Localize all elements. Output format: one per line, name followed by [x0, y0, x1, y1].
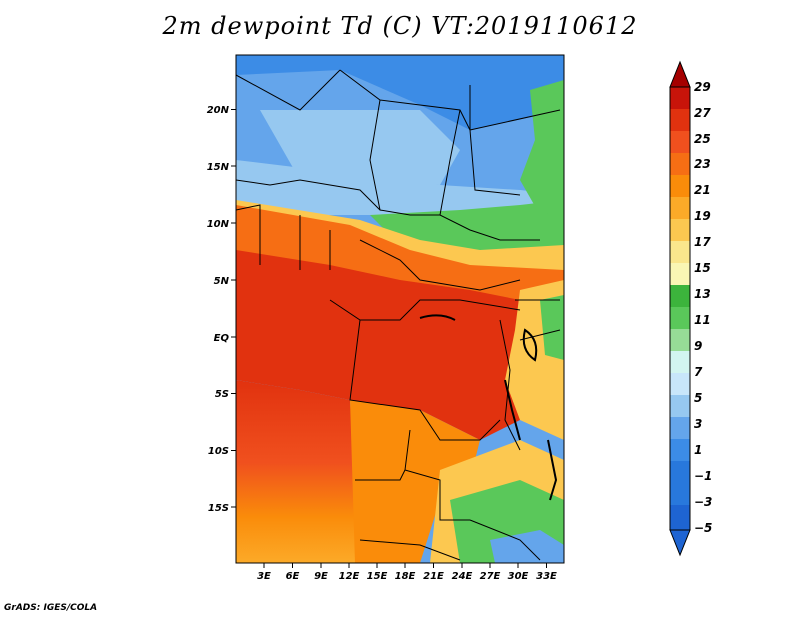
colorbar-swatch [670, 351, 690, 373]
colorbar-label: 7 [694, 365, 703, 379]
lat-tick-label: 5S [215, 389, 229, 400]
lon-tick-label: 9E [314, 571, 328, 582]
colorbar-label: 29 [694, 80, 711, 94]
colorbar-swatch [670, 483, 690, 505]
colorbar-swatch [670, 219, 690, 241]
colorbar-swatch [670, 197, 690, 219]
lon-tick-label: 15E [367, 571, 388, 582]
colorbar-swatch [670, 373, 690, 395]
colorbar-label: 11 [694, 313, 711, 327]
colorbar-label: 9 [694, 339, 702, 353]
colorbar-label: 15 [694, 261, 711, 275]
colorbar-label: 5 [694, 391, 702, 405]
dewpoint-field-kenya [540, 295, 564, 360]
colorbar-swatch [670, 417, 690, 439]
dewpoint-field-nile [520, 80, 564, 215]
lat-tick-label: 15N [207, 162, 230, 173]
colorbar-swatch [670, 263, 690, 285]
colorbar-label: −1 [694, 469, 712, 483]
lon-tick-label: 33E [536, 571, 557, 582]
colorbar-swatch [670, 153, 690, 175]
colorbar-swatch [670, 285, 690, 307]
colorbar-bottom-arrow [669, 529, 691, 557]
longitude-axis: 3E 6E 9E 12E 15E 18E 21E 24E 27E 30E 33E [257, 563, 557, 582]
map-title: 2m dewpoint Td (C) VT:2019110612 [162, 12, 638, 40]
lon-tick-label: 3E [257, 571, 271, 582]
lakes [419, 314, 558, 501]
latitude-axis: 20N 15N 10N 5N EQ 5S 10S 15S [207, 105, 236, 514]
colorbar-swatch [670, 307, 690, 329]
colorbar-swatch [670, 241, 690, 263]
dewpoint-field-sahel [236, 160, 564, 215]
colorbar-label: 21 [694, 183, 711, 197]
colorbar-swatch [670, 395, 690, 417]
lon-tick-label: 12E [339, 571, 360, 582]
lon-tick-label: 6E [286, 571, 300, 582]
lat-tick-label: 10S [208, 446, 229, 457]
dewpoint-field-sahel-light [260, 110, 460, 185]
colorbar-label: 3 [694, 417, 702, 431]
dry-core [236, 55, 564, 130]
colorbar-label: −3 [694, 495, 712, 509]
lat-tick-label: 20N [207, 105, 230, 116]
country-borders [236, 69, 561, 561]
colorbar-swatch [670, 131, 690, 153]
dewpoint-field-ocean-south [236, 380, 360, 563]
colorbar: 29 27 25 23 21 19 17 15 13 11 9 7 5 3 1 … [669, 60, 712, 557]
lon-tick-label: 30E [508, 571, 529, 582]
colorbar-label: 19 [694, 209, 711, 223]
colorbar-label: 1 [694, 443, 702, 457]
colorbar-swatch [670, 461, 690, 483]
dewpoint-field-angola [350, 400, 480, 563]
lat-tick-label: 10N [207, 219, 230, 230]
colorbar-label: 23 [694, 157, 711, 171]
lat-tick-label: EQ [214, 333, 230, 344]
colorbar-frame [669, 86, 691, 531]
colorbar-label: −5 [694, 521, 712, 535]
lat-tick-label: 15S [208, 503, 229, 514]
colorbar-swatch [670, 505, 690, 530]
colorbar-label: 25 [694, 132, 711, 146]
lon-tick-label: 18E [395, 571, 416, 582]
colorbar-swatch [670, 109, 690, 131]
map-frame [235, 54, 565, 564]
colorbar-label: 27 [694, 106, 711, 120]
colorbar-swatch [670, 439, 690, 461]
colorbar-swatch [670, 87, 690, 109]
credit-text: GrADS: IGES/COLA [4, 603, 98, 613]
dewpoint-map [236, 55, 564, 563]
lon-tick-label: 21E [423, 571, 444, 582]
lon-tick-label: 24E [452, 571, 473, 582]
colorbar-swatch [670, 175, 690, 197]
colorbar-top-arrow [669, 60, 691, 88]
colorbar-label: 17 [694, 235, 711, 249]
dewpoint-field-warm-core [236, 250, 520, 440]
lat-tick-label: 5N [214, 276, 230, 287]
colorbar-swatch [670, 329, 690, 351]
lon-tick-label: 27E [480, 571, 501, 582]
colorbar-label: 13 [694, 287, 711, 301]
